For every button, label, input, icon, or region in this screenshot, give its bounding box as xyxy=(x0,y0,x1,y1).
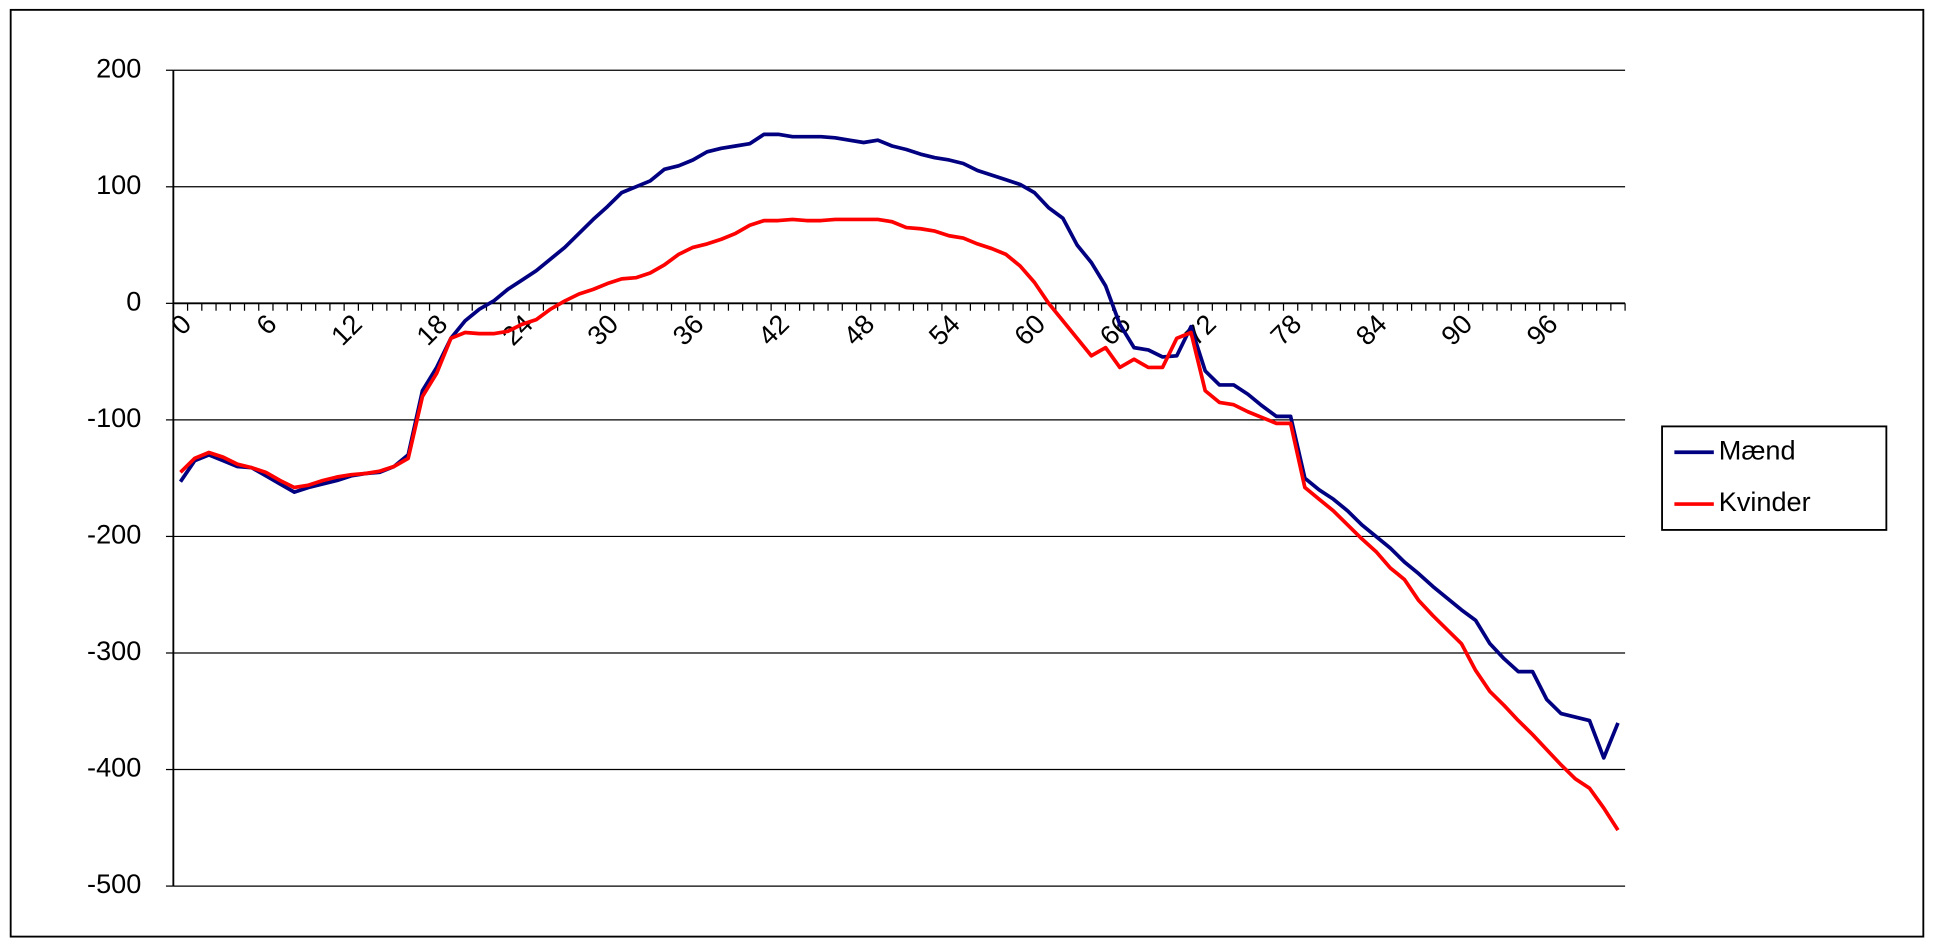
legend-label: Mænd xyxy=(1719,434,1796,465)
y-tick-label: -300 xyxy=(87,635,141,666)
y-tick-label: -200 xyxy=(87,519,141,550)
y-tick-label: -100 xyxy=(87,402,141,433)
y-tick-label: 100 xyxy=(96,169,141,200)
legend-box xyxy=(1661,425,1888,531)
y-tick-label: -400 xyxy=(87,752,141,783)
chart-border xyxy=(9,8,1925,938)
line-series xyxy=(179,217,1620,832)
legend-label: Kvinder xyxy=(1719,486,1811,517)
y-tick-label: 200 xyxy=(96,52,141,83)
y-tick-label: -500 xyxy=(87,868,141,899)
y-tick-label: 0 xyxy=(126,285,141,316)
